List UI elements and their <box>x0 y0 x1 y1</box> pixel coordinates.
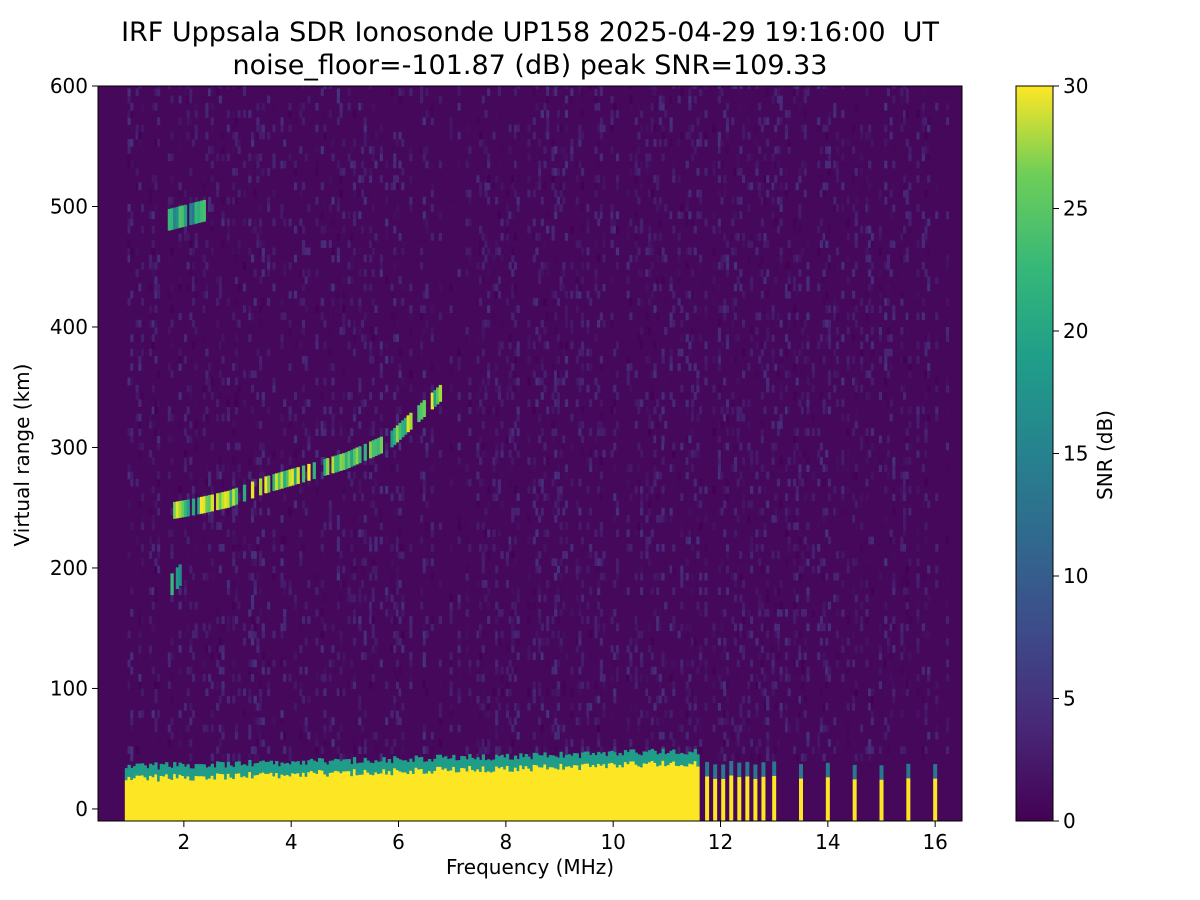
channel-mark <box>852 764 857 780</box>
colorbar-tick-label: 5 <box>1063 687 1076 711</box>
channel-mark <box>799 764 804 779</box>
x-tick-label: 4 <box>285 830 298 854</box>
colorbar <box>1015 85 1054 822</box>
channel-mark <box>906 778 911 821</box>
x-tick-label: 10 <box>600 830 625 854</box>
channel-mark <box>737 762 742 778</box>
ground-echo <box>124 748 938 821</box>
channel-mark <box>705 761 710 777</box>
y-tick-label: 400 <box>50 315 88 339</box>
channel-mark <box>745 761 750 777</box>
channel-mark <box>933 764 938 779</box>
colorbar-label: SNR (dB) <box>1093 410 1117 500</box>
y-tick-label: 500 <box>50 194 88 218</box>
x-tick-label: 14 <box>815 830 840 854</box>
colorbar-tick-label: 15 <box>1063 442 1088 466</box>
colorbar-tick-label: 0 <box>1063 809 1076 833</box>
x-tick-label: 6 <box>392 830 405 854</box>
x-axis-label: Frequency (MHz) <box>445 855 615 879</box>
colorbar-tick-label: 20 <box>1063 319 1088 343</box>
channel-mark <box>721 764 726 779</box>
channel-mark <box>753 764 758 779</box>
chart-title: IRF Uppsala SDR Ionosonde UP158 2025-04-… <box>121 17 939 48</box>
channel-mark <box>705 776 710 821</box>
channel-mark <box>729 761 734 776</box>
heatmap-noise <box>127 86 950 762</box>
echo-trace <box>170 564 182 596</box>
chart-subtitle: noise_floor=-101.87 (dB) peak SNR=109.33 <box>232 50 828 81</box>
y-axis-label: Virtual range (km) <box>10 363 34 547</box>
colorbar-axis: 0 5 10 15 20 25 30 <box>1053 74 1088 833</box>
colorbar-tick-label: 30 <box>1063 74 1088 98</box>
y-tick-label: 0 <box>75 797 88 821</box>
channel-mark <box>933 778 938 821</box>
channel-mark <box>906 763 911 779</box>
y-tick-label: 300 <box>50 435 88 459</box>
channel-mark <box>753 778 758 821</box>
y-tick-label: 600 <box>50 74 88 98</box>
channel-mark <box>761 762 766 777</box>
channel-mark <box>852 779 857 821</box>
x-tick-label: 2 <box>177 830 190 854</box>
channel-mark <box>729 775 734 821</box>
echo-trace <box>167 199 206 231</box>
channel-mark <box>772 775 777 821</box>
echo-trace <box>173 384 443 519</box>
channel-mark <box>772 761 777 776</box>
x-tick-label: 12 <box>708 830 733 854</box>
y-axis: 0 100 200 300 400 500 600 <box>50 74 98 821</box>
colorbar-tick-label: 25 <box>1063 197 1088 221</box>
channel-mark <box>737 777 742 821</box>
channel-mark <box>879 779 884 821</box>
channel-mark <box>879 765 884 780</box>
channel-mark <box>761 776 766 821</box>
channel-mark <box>799 778 804 821</box>
channel-mark <box>713 764 718 779</box>
x-tick-label: 8 <box>499 830 512 854</box>
y-axis-label-wrap: Virtual range (km) <box>10 272 34 547</box>
x-axis: 2 4 6 8 10 12 14 16 <box>177 821 948 854</box>
x-tick-label: 16 <box>922 830 947 854</box>
channel-mark <box>825 777 830 821</box>
channel-mark <box>713 778 718 821</box>
channel-mark <box>825 762 830 778</box>
y-tick-label: 200 <box>50 556 88 580</box>
heatmap-plot-area <box>98 86 962 821</box>
channel-mark <box>721 778 726 821</box>
channel-mark <box>745 776 750 821</box>
colorbar-tick-label: 10 <box>1063 564 1088 588</box>
y-tick-label: 100 <box>50 676 88 700</box>
plot-frame <box>97 85 963 822</box>
